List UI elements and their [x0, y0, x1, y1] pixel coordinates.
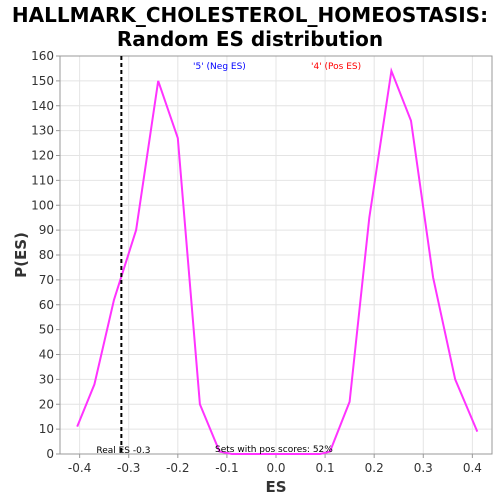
y-tick-label: 130 — [31, 124, 54, 138]
x-tick-label: 0.1 — [316, 461, 335, 475]
x-axis-ticks: -0.4 -0.3 -0.2 -0.1 0.0 0.1 0.2 0.3 0.4 — [68, 454, 482, 475]
x-tick-label: 0.3 — [414, 461, 433, 475]
pos-scores-note: Sets with pos scores: 52% — [215, 445, 333, 455]
x-tick-label: 0.4 — [463, 461, 482, 475]
y-tick-label: 10 — [39, 422, 54, 436]
legend-pos-es: '4' (Pos ES) — [311, 62, 361, 72]
y-tick-label: 150 — [31, 74, 54, 88]
x-tick-label: 0.2 — [365, 461, 384, 475]
y-tick-label: 70 — [39, 273, 54, 287]
chart-title-line2: Random ES distribution — [116, 27, 384, 51]
y-tick-label: 60 — [39, 298, 54, 312]
y-tick-label: 90 — [39, 223, 54, 237]
x-tick-label: -0.1 — [215, 461, 238, 475]
y-tick-label: 80 — [39, 248, 54, 262]
x-tick-label: -0.4 — [68, 461, 91, 475]
y-tick-label: 160 — [31, 49, 54, 63]
y-tick-label: 40 — [39, 348, 54, 362]
chart-title-line1: HALLMARK_CHOLESTEROL_HOMEOSTASIS: — [11, 3, 489, 27]
real-es-label: Real ES -0.3 — [96, 446, 150, 456]
y-tick-label: 30 — [39, 372, 54, 386]
legend-neg-es: '5' (Neg ES) — [193, 62, 246, 72]
grid-lines — [60, 55, 492, 455]
y-tick-label: 20 — [39, 397, 54, 411]
y-tick-label: 50 — [39, 323, 54, 337]
x-tick-label: -0.3 — [117, 461, 140, 475]
y-tick-label: 110 — [31, 173, 54, 187]
series-line-0 — [76, 67, 479, 455]
x-tick-label: 0.0 — [266, 461, 285, 475]
y-axis-label: P(ES) — [12, 232, 30, 278]
y-tick-label: 140 — [31, 99, 54, 113]
y-tick-label: 120 — [31, 149, 54, 163]
x-tick-label: -0.2 — [166, 461, 189, 475]
y-tick-label: 0 — [46, 447, 54, 461]
x-axis-label: ES — [265, 478, 286, 496]
series-lines — [76, 67, 479, 455]
y-axis-ticks: 0 10 20 30 40 50 60 70 80 90 100 110 120 130 140 150 160 — [31, 49, 60, 461]
y-tick-label: 100 — [31, 198, 54, 212]
